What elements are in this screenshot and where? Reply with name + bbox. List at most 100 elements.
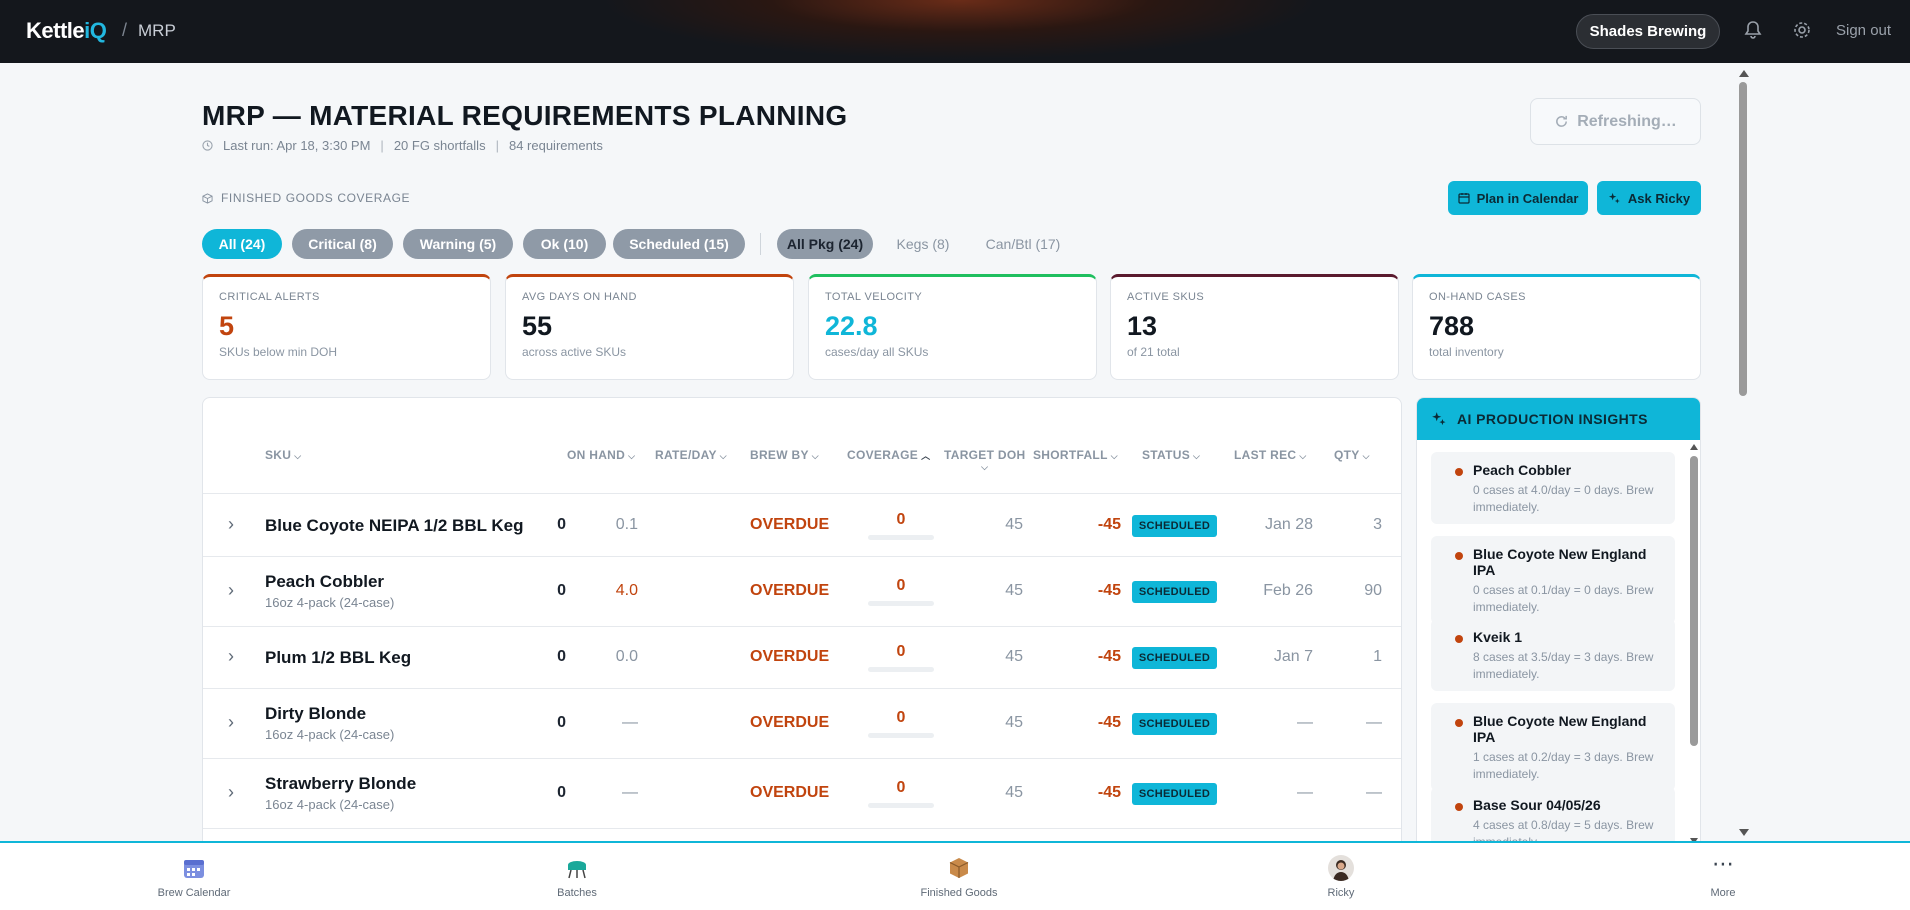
page-scrollbar[interactable]: [1736, 66, 1750, 840]
col-coverage[interactable]: COVERAGE ︿: [847, 448, 931, 462]
coverage-value: 0: [896, 511, 906, 528]
rate-value: 4.0: [615, 582, 638, 599]
scroll-thumb[interactable]: [1739, 82, 1747, 396]
qty-value: 3: [1373, 516, 1382, 533]
alert-dot-icon: [1455, 635, 1463, 643]
target-doh-value: 45: [1005, 516, 1023, 533]
scroll-up-arrow[interactable]: [1690, 444, 1698, 450]
col-brew-by[interactable]: BREW BY ⌵: [750, 448, 819, 462]
insight-card[interactable]: Peach Cobbler 0 cases at 4.0/day = 0 days…: [1431, 452, 1675, 524]
nav-batches[interactable]: Batches: [507, 855, 647, 899]
col-target-doh[interactable]: TARGET DOH ⌵: [944, 448, 1026, 472]
kpi-value: 55: [522, 311, 553, 341]
filter-divider: [760, 233, 761, 255]
coverage-value: 0: [896, 643, 906, 660]
expand-chevron-icon[interactable]: ›: [228, 514, 234, 534]
insights-scrollbar[interactable]: [1689, 442, 1699, 846]
bell-icon[interactable]: [1742, 20, 1764, 42]
filter-critical[interactable]: Critical (8): [292, 229, 393, 259]
gear-icon[interactable]: [1791, 20, 1813, 42]
insight-detail: 0 cases at 4.0/day = 0 days. Brew immedi…: [1473, 483, 1654, 514]
sparkle-icon: [1608, 192, 1620, 204]
insight-title: Blue Coyote New England IPA: [1473, 546, 1647, 578]
insight-title: Kveik 1: [1473, 629, 1523, 645]
alert-dot-icon: [1455, 719, 1463, 727]
nav-label: Batches: [557, 887, 597, 899]
on-hand-value: 0: [557, 582, 566, 599]
filter-warning[interactable]: Warning (5): [403, 229, 513, 259]
col-on-hand[interactable]: ON HAND ⌵: [567, 448, 636, 462]
col-status[interactable]: STATUS ⌵: [1142, 448, 1201, 462]
last-rec-value: Feb 26: [1263, 582, 1313, 599]
sku-name: Blue Coyote NEIPA 1/2 BBL Keg: [265, 516, 524, 535]
coverage-bar: [868, 803, 934, 808]
ask-ricky-label: Ask Ricky: [1627, 190, 1691, 206]
kpi-card: ON-HAND CASES 788 total inventory: [1412, 274, 1701, 380]
insight-card[interactable]: Kveik 1 8 cases at 3.5/day = 3 days. Brew…: [1431, 619, 1675, 691]
refresh-button[interactable]: Refreshing…: [1530, 98, 1701, 145]
nav-label: Ricky: [1327, 887, 1355, 899]
filter-all[interactable]: All (24): [202, 229, 282, 259]
sparkle-icon: [1432, 412, 1446, 426]
nav-brew-calendar[interactable]: Brew Calendar: [124, 855, 264, 899]
requirement-count: 84 requirements: [508, 138, 603, 153]
table-row[interactable]: › Peach Cobbler 16oz 4-pack (24-case) 0 4.0 O…: [203, 557, 1401, 627]
kpi-label: AVG DAYS ON HAND: [522, 291, 637, 303]
kpi-value: 788: [1429, 311, 1475, 341]
expand-chevron-icon[interactable]: ›: [228, 782, 234, 802]
expand-chevron-icon[interactable]: ›: [228, 580, 234, 600]
on-hand-value: 0: [557, 516, 566, 533]
scroll-thumb[interactable]: [1690, 456, 1698, 746]
org-switcher-button[interactable]: Shades Brewing: [1576, 14, 1720, 49]
status-badge: SCHEDULED: [1132, 713, 1217, 735]
nav-finished-goods[interactable]: Finished Goods: [889, 855, 1029, 899]
table-row[interactable]: › Plum 1/2 BBL Keg 0 0.0 OVERDUE 0 45 -45 SCHEDU…: [203, 627, 1401, 689]
filter-all-pkg[interactable]: All Pkg (24): [777, 229, 873, 259]
filter-scheduled[interactable]: Scheduled (15): [613, 229, 745, 259]
insight-card[interactable]: Blue Coyote New England IPA 1 cases at 0.…: [1431, 703, 1675, 791]
ask-ricky-button[interactable]: Ask Ricky: [1597, 181, 1701, 215]
col-qty[interactable]: QTY ⌵: [1334, 448, 1370, 462]
on-hand-value: 0: [557, 784, 566, 801]
plan-in-calendar-button[interactable]: Plan in Calendar: [1448, 181, 1588, 215]
brew-by-value: OVERDUE: [750, 714, 830, 731]
kpi-card: TOTAL VELOCITY 22.8 cases/day all SKUs: [808, 274, 1097, 380]
brew-by-value: OVERDUE: [750, 582, 830, 599]
coverage-bar: [868, 601, 934, 606]
insight-card[interactable]: Base Sour 04/05/26 4 cases at 0.8/day = 5…: [1431, 787, 1675, 846]
filter-ok[interactable]: Ok (10): [523, 229, 606, 259]
status-badge: SCHEDULED: [1132, 581, 1217, 603]
coverage-value: 0: [896, 577, 906, 594]
logo[interactable]: KettleiQ: [26, 18, 107, 43]
table-row[interactable]: › Strawberry Blonde 16oz 4-pack (24-case) 0…: [203, 759, 1401, 829]
table-row[interactable]: › Blue Coyote NEIPA 1/2 BBL Keg 0 0.1 OVERDU…: [203, 494, 1401, 557]
kpi-label: CRITICAL ALERTS: [219, 291, 320, 303]
breadcrumb-current: MRP: [138, 21, 176, 40]
sku-name: Dirty Blonde: [265, 704, 367, 723]
refresh-icon: [1556, 115, 1568, 127]
col-shortfall[interactable]: SHORTFALL ⌵: [1033, 448, 1118, 462]
table-row[interactable]: › Dirty Blonde 16oz 4-pack (24-case) 0 — OVER…: [203, 689, 1401, 759]
tank-icon: [564, 855, 590, 881]
expand-chevron-icon[interactable]: ›: [228, 712, 234, 732]
shortfall-count: 20 FG shortfalls: [393, 138, 486, 153]
sku-package: 16oz 4-pack (24-case): [265, 797, 395, 812]
scroll-down-arrow[interactable]: [1739, 829, 1749, 836]
nav-more[interactable]: ⋯ More: [1653, 853, 1793, 900]
filter-kegs[interactable]: Kegs (8): [896, 236, 950, 252]
sku-name: Strawberry Blonde: [265, 774, 417, 793]
sign-out-link[interactable]: Sign out: [1836, 22, 1892, 39]
kpi-value: 22.8: [825, 311, 878, 341]
nav-ricky[interactable]: Ricky: [1271, 855, 1411, 899]
col-sku[interactable]: SKU ⌵: [265, 448, 302, 462]
insight-card[interactable]: Blue Coyote New England IPA 0 cases at 0.…: [1431, 536, 1675, 624]
insight-detail: 1 cases at 0.2/day = 3 days. Brew immedi…: [1473, 750, 1654, 781]
plan-in-calendar-label: Plan in Calendar: [1476, 190, 1579, 206]
scroll-up-arrow[interactable]: [1739, 70, 1749, 77]
col-last-rec[interactable]: LAST REC ⌵: [1234, 448, 1307, 462]
filter-can-btl[interactable]: Can/Btl (17): [985, 236, 1061, 252]
shortfall-value: -45: [1097, 648, 1121, 665]
expand-chevron-icon[interactable]: ›: [228, 646, 234, 666]
coverage-bar: [868, 535, 934, 540]
col-rate[interactable]: RATE/DAY ⌵: [655, 448, 727, 462]
